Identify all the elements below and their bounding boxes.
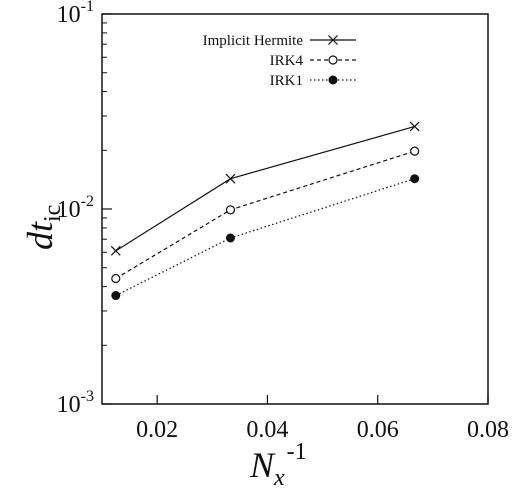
legend-item: IRK4 [270,53,356,69]
legend-label: Implicit Hermite [203,33,304,49]
series-line [115,178,415,297]
y-tick-label-exp: -2 [81,193,94,210]
series-line [115,150,415,280]
data-point [410,174,420,184]
legend-item: Implicit Hermite [203,33,356,49]
series [111,146,420,284]
legend-label: IRK4 [270,53,304,69]
y-axis-ticks: 10-310-210-1 [57,0,112,418]
y-tick-label-exp: -3 [81,388,94,405]
data-point [111,291,121,301]
series [110,121,420,256]
cross-stroke [409,121,420,132]
x-tick-label: 0.04 [246,417,288,443]
y-tick-label-exp: -1 [81,0,94,15]
x-axis-title: Nx-1 [249,439,307,491]
data-point [225,205,236,215]
series-line [115,125,415,252]
data-point [111,273,121,284]
cross-stroke [328,35,338,45]
x-tick-label: 0.08 [467,417,509,443]
x-tick-label: 0.06 [357,417,399,443]
y-axis-title-base: dt [20,221,60,250]
y-tick-label-base: 10 [57,2,81,28]
legend-label: IRK1 [270,73,303,89]
y-axis-title-sub: ic [40,205,66,222]
x-axis-ticks: 0.02 0.04 0.06 0.08 [136,395,509,443]
data-point [225,173,236,184]
data-point [409,121,420,132]
y-tick-label: 10-1 [57,0,94,28]
x-tick-label: 0.02 [136,417,178,443]
data-point [225,233,235,243]
data-point [328,55,338,65]
x-axis-title-base: N [249,445,276,485]
y-tick-label-base: 10 [57,392,81,418]
data-point [110,245,121,256]
y-tick-label: 10-3 [57,388,94,418]
legend: Implicit Hermite IRK4 IRK1 [203,33,356,89]
x-axis-title-sub: x [273,465,285,491]
cross-stroke [225,173,236,184]
legend-item: IRK1 [270,73,356,89]
y-axis-title: dtic [20,205,66,250]
y-tick-label: 10-2 [57,193,94,223]
series [111,174,420,301]
data-point [328,75,338,85]
data-point [328,35,338,45]
series-layer [110,121,420,301]
cross-stroke [110,245,121,256]
x-axis-title-sup: -1 [287,439,307,465]
data-point [410,146,420,156]
y-tick-label-base: 10 [57,197,81,223]
